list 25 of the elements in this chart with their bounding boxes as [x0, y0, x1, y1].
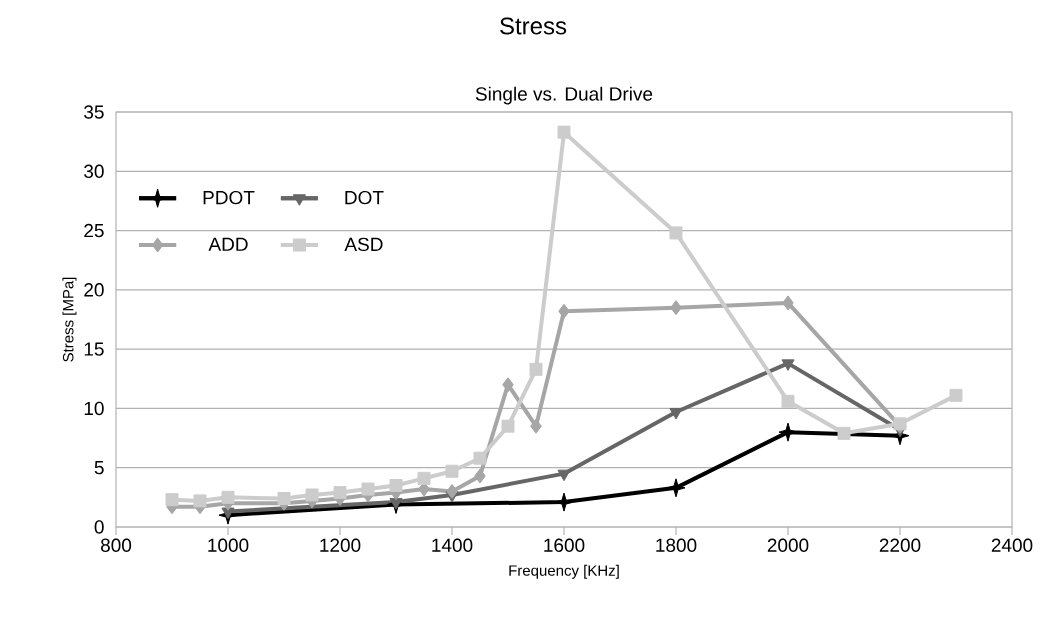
chart-subtitle: Single vs. Dual Drive	[475, 86, 653, 105]
x-tick-label: 2400	[991, 538, 1033, 552]
chart-title: Stress	[500, 17, 567, 35]
legend-label: DOT	[345, 190, 384, 205]
y-axis-title: Stress [MPa]	[62, 277, 77, 362]
legend-label: ADD	[208, 237, 248, 251]
y-tick-label: 10	[84, 401, 104, 416]
x-axis-title: Frequency [KHz]	[509, 564, 619, 579]
x-tick-label: 1000	[208, 538, 249, 552]
x-tick-label: 1600	[544, 538, 585, 552]
y-tick-label: 30	[84, 164, 104, 179]
x-tick-label: 2200	[879, 538, 921, 552]
y-tick-label: 15	[84, 342, 104, 356]
legend-label: PDOT	[203, 190, 255, 205]
x-tick-label: 800	[100, 538, 132, 552]
y-tick-label: 0	[94, 520, 104, 534]
x-tick-label: 1200	[320, 538, 361, 552]
legend-label: ASD	[344, 237, 383, 252]
y-tick-label: 35	[84, 105, 104, 119]
x-tick-label: 1400	[432, 538, 473, 552]
y-tick-label: 5	[94, 461, 104, 475]
y-tick-label: 25	[84, 223, 104, 238]
x-tick-label: 1800	[656, 538, 697, 552]
y-tick-label: 20	[84, 283, 104, 297]
x-tick-label: 2000	[767, 538, 809, 552]
